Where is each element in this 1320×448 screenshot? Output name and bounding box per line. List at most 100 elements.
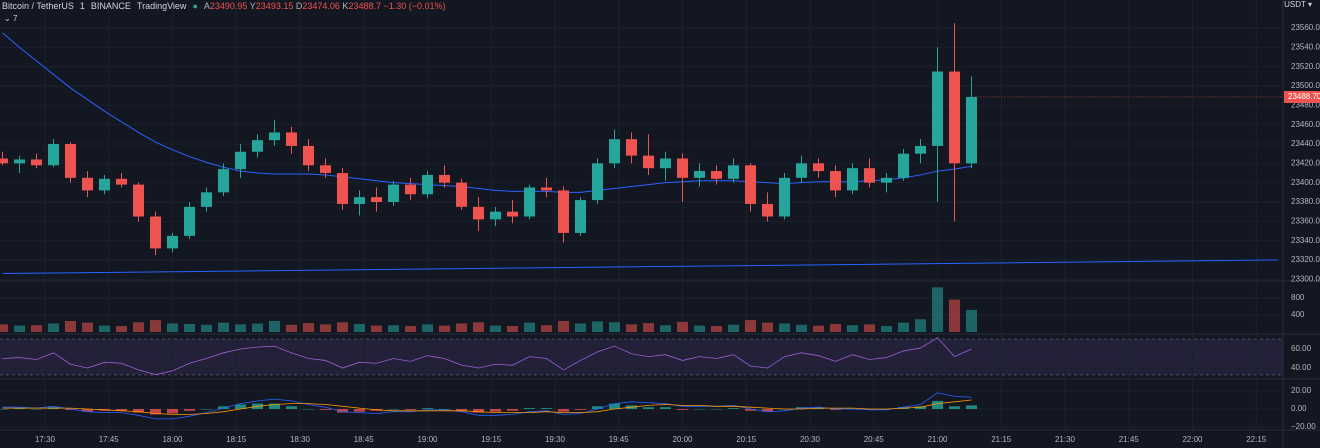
x-tick-label: 21:15 (991, 435, 1012, 444)
candle-body (489, 211, 502, 220)
legend-header: Bitcoin / TetherUS 1 BINANCE TradingView… (2, 0, 446, 12)
volume-bar (285, 324, 298, 332)
x-tick-label: 22:00 (1182, 435, 1203, 444)
volume-bar (438, 325, 451, 332)
change: −1.30 (−0.01%) (383, 1, 446, 11)
volume-bar (795, 324, 808, 332)
macd-histogram-bar (13, 408, 26, 409)
volume-bar (557, 320, 570, 332)
volume-bar (404, 326, 417, 332)
volume-bar (540, 325, 553, 332)
volume-bar (13, 325, 26, 332)
y-tick-label: 23380.00 (1291, 197, 1320, 206)
currency-menu[interactable]: USDT ▾ (1284, 0, 1312, 9)
interval[interactable]: 1 (79, 1, 85, 11)
candle-body (234, 151, 247, 170)
volume-bar (744, 320, 757, 332)
last-price-tag (1284, 90, 1320, 103)
volume-bar (642, 323, 655, 332)
indicator-count: 7 (12, 14, 18, 23)
volume-bar (200, 324, 213, 332)
volume-bar (421, 324, 434, 332)
y-tick-label: 23420.00 (1291, 158, 1320, 167)
candle-body (540, 187, 553, 191)
y-tick-label: 23460.00 (1291, 120, 1320, 129)
volume-bar (778, 323, 791, 332)
macd-histogram-bar (761, 408, 774, 412)
macd-histogram-bar (302, 408, 315, 410)
candle-body (149, 216, 162, 249)
macd-histogram-bar (540, 408, 553, 409)
candle-body (625, 139, 638, 156)
volume-bar (387, 325, 400, 332)
volume-bar (81, 322, 94, 332)
macd-histogram-bar (268, 403, 281, 409)
candle-body (370, 197, 383, 203)
y-tick-label: 23440.00 (1291, 139, 1320, 148)
macd-histogram-bar (455, 408, 468, 411)
candle-body (676, 158, 689, 178)
y-tick-label: 23500.00 (1291, 81, 1320, 90)
macd-histogram-bar (608, 403, 621, 409)
y-tick-label: 23340.00 (1291, 236, 1320, 245)
macd-histogram-bar (557, 408, 570, 412)
macd-histogram-bar (829, 408, 842, 410)
candle-body (795, 163, 808, 178)
volume-bar (132, 322, 145, 332)
macd-histogram-bar (234, 404, 247, 409)
y-tick-label: 800 (1291, 293, 1305, 302)
y-tick-label: 0.00 (1291, 404, 1307, 413)
candle-body (183, 206, 196, 236)
candle-body (693, 171, 706, 178)
volume-bar (489, 325, 502, 332)
y-tick-label: 23360.00 (1291, 216, 1320, 225)
volume-bar (47, 323, 60, 332)
x-tick-label: 19:00 (417, 435, 438, 444)
y-tick-label: 23480.00 (1291, 100, 1320, 109)
candle-body (897, 153, 910, 178)
volume-bar (659, 325, 672, 332)
candle-body (778, 177, 791, 217)
candle-body (591, 163, 604, 201)
macd-histogram-bar (183, 408, 196, 411)
candle-body (914, 145, 927, 154)
macd-histogram-bar (353, 408, 366, 412)
candle-body (319, 165, 332, 174)
y-tick-label: 23400.00 (1291, 178, 1320, 187)
volume-bar (98, 325, 111, 332)
macd-histogram-bar (30, 408, 43, 410)
x-tick-label: 18:00 (162, 435, 183, 444)
symbol[interactable]: Bitcoin / TetherUS (2, 1, 74, 11)
volume-bar (965, 309, 978, 332)
volume-bar (472, 322, 485, 332)
macd-histogram-bar (523, 408, 536, 409)
macd-histogram-bar (336, 408, 349, 413)
volume-bar (608, 322, 621, 332)
status-dot: ● (192, 1, 198, 11)
x-tick-label: 19:15 (481, 435, 502, 444)
volume-bar (574, 323, 587, 332)
candle-body (251, 140, 264, 152)
macd-histogram-bar (421, 408, 434, 409)
macd-histogram-bar (387, 408, 400, 410)
moving-average (2, 259, 1278, 275)
macd-histogram-bar (642, 407, 655, 409)
volume-bar (829, 323, 842, 332)
last-price-label: 23488.70 (1288, 92, 1320, 101)
macd-histogram-bar (64, 408, 77, 410)
volume-bar (897, 322, 910, 332)
indicator-toggle[interactable]: ⌄ 7 (4, 14, 18, 23)
volume-bar (149, 320, 162, 332)
macd-histogram-bar (727, 408, 740, 409)
candle-body (47, 144, 60, 166)
macd-histogram-bar (659, 407, 672, 409)
macd-histogram-bar (438, 408, 451, 410)
volume-bar (302, 323, 315, 332)
candle-body (574, 200, 587, 233)
candle-body (336, 173, 349, 204)
candle-body (523, 187, 536, 217)
volume-bar (353, 323, 366, 332)
macd-histogram-bar (115, 408, 128, 411)
candle-body (0, 158, 9, 164)
